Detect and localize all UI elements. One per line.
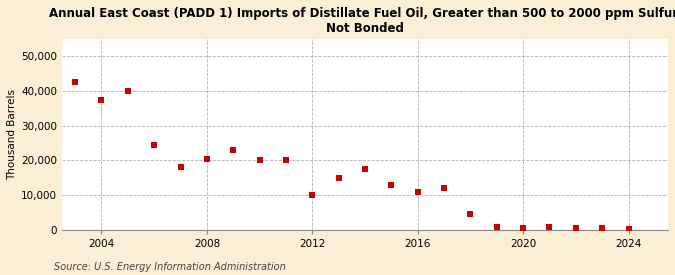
Point	[307, 193, 318, 197]
Point	[96, 97, 107, 102]
Point	[175, 165, 186, 169]
Point	[570, 226, 581, 231]
Point	[148, 142, 159, 147]
Point	[281, 158, 292, 163]
Title: Annual East Coast (PADD 1) Imports of Distillate Fuel Oil, Greater than 500 to 2: Annual East Coast (PADD 1) Imports of Di…	[49, 7, 675, 35]
Point	[386, 182, 397, 187]
Point	[544, 225, 555, 229]
Point	[465, 212, 476, 216]
Point	[254, 158, 265, 163]
Text: Source: U.S. Energy Information Administration: Source: U.S. Energy Information Administ…	[54, 262, 286, 272]
Point	[623, 227, 634, 231]
Point	[491, 225, 502, 229]
Point	[597, 226, 608, 231]
Point	[333, 175, 344, 180]
Point	[518, 226, 529, 231]
Point	[360, 167, 371, 171]
Point	[202, 156, 213, 161]
Point	[412, 189, 423, 194]
Point	[122, 89, 133, 93]
Point	[228, 148, 239, 152]
Y-axis label: Thousand Barrels: Thousand Barrels	[7, 89, 17, 180]
Point	[439, 186, 450, 190]
Point	[70, 80, 80, 84]
